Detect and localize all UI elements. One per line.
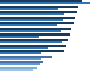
- Bar: [0, 67, 37, 69]
- Bar: [0, 6, 78, 8]
- Bar: [0, 13, 64, 15]
- Bar: [0, 0, 82, 2]
- Bar: [0, 52, 41, 54]
- Bar: [0, 8, 58, 10]
- Bar: [0, 30, 61, 32]
- Bar: [0, 17, 75, 19]
- Bar: [0, 22, 74, 24]
- Bar: [0, 41, 62, 43]
- Bar: [0, 58, 41, 60]
- Bar: [0, 47, 48, 49]
- Bar: [0, 45, 66, 47]
- Bar: [0, 61, 43, 63]
- Bar: [0, 19, 62, 21]
- Bar: [0, 39, 68, 41]
- Bar: [0, 34, 70, 36]
- Bar: [0, 28, 71, 30]
- Bar: [0, 56, 52, 58]
- Bar: [0, 69, 33, 71]
- Bar: [0, 36, 38, 37]
- Bar: [0, 63, 40, 65]
- Bar: [0, 24, 57, 26]
- Bar: [0, 2, 90, 4]
- Bar: [0, 50, 64, 52]
- Bar: [0, 11, 77, 13]
